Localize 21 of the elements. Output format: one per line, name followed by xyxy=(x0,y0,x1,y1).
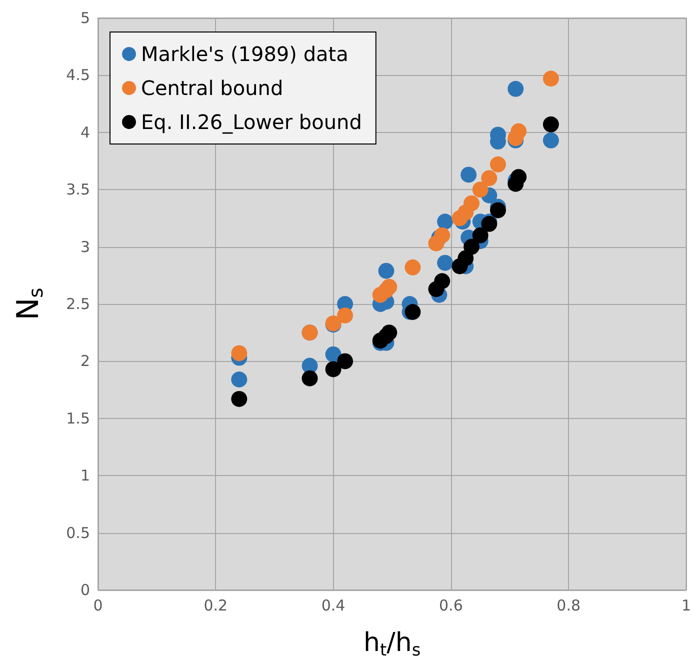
y-tick-label: 0 xyxy=(80,581,90,599)
y-tick-label: 3.5 xyxy=(66,180,90,199)
x-tick-label: 0.8 xyxy=(556,596,581,614)
legend-label: Eq. II.26_Lower bound xyxy=(141,110,362,134)
x-tick-label: 1 xyxy=(681,596,691,614)
y-tick-label: 4 xyxy=(80,123,90,142)
x-tick-label: 0.4 xyxy=(321,596,346,614)
legend-label: Central bound xyxy=(141,76,284,100)
x-tick-label: 0.2 xyxy=(204,596,228,614)
y-tick-label: 1.5 xyxy=(66,409,90,428)
y-tick-label: 2.5 xyxy=(66,295,90,313)
x-tick-label: 0.6 xyxy=(439,596,463,614)
y-tick-label: 5 xyxy=(80,9,90,27)
y-axis-title: Ns xyxy=(11,288,48,320)
x-tick-label: 0 xyxy=(93,596,103,614)
y-tick-label: 3 xyxy=(80,238,90,256)
y-tick-label: 1 xyxy=(80,466,90,485)
y-tick-label: 2 xyxy=(80,352,90,370)
y-tick-label: 4.5 xyxy=(66,66,90,84)
y-tick-label: 0.5 xyxy=(66,524,90,542)
legend-label: Markle's (1989) data xyxy=(141,42,348,66)
